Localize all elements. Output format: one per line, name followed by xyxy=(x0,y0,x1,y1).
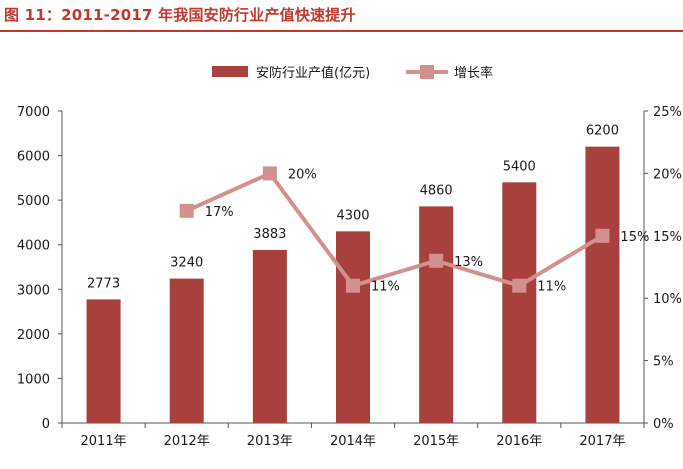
bar-data-label: 4300 xyxy=(336,208,369,223)
x-tick-label: 2015年 xyxy=(413,434,459,449)
growth-data-label: 13% xyxy=(454,255,483,270)
chart-title: 图 11：2011-2017 年我国安防行业产值快速提升 xyxy=(4,6,356,24)
bar-data-label: 5400 xyxy=(503,159,536,174)
growth-data-label: 17% xyxy=(205,205,234,220)
y-left-tick-label: 3000 xyxy=(17,283,50,298)
bar xyxy=(252,249,287,423)
bar-data-label: 6200 xyxy=(586,124,619,139)
growth-data-label: 15% xyxy=(620,230,649,245)
y-right-tick-label: 25% xyxy=(653,105,682,120)
y-right-tick-label: 20% xyxy=(653,167,682,182)
y-left-tick-label: 0 xyxy=(42,417,50,432)
bar xyxy=(336,231,370,423)
growth-marker xyxy=(179,203,194,218)
x-tick-label: 2013年 xyxy=(247,434,293,449)
x-tick-label: 2014年 xyxy=(330,434,376,449)
x-tick-label: 2011年 xyxy=(81,434,127,449)
y-right-tick-label: 15% xyxy=(653,230,682,245)
y-left-tick-label: 2000 xyxy=(17,328,50,343)
y-right-tick-label: 0% xyxy=(653,417,674,432)
title-rule xyxy=(0,30,683,32)
growth-marker xyxy=(429,253,444,268)
bar xyxy=(86,299,121,423)
bar xyxy=(169,278,204,423)
legend-bar-label: 安防行业产值(亿元) xyxy=(256,65,370,81)
bar-data-label: 2773 xyxy=(87,276,120,291)
y-right-tick-label: 5% xyxy=(653,355,674,370)
y-left-tick-label: 4000 xyxy=(17,239,50,254)
y-left-tick-label: 7000 xyxy=(17,105,50,120)
growth-marker xyxy=(512,278,527,293)
legend-line-label: 增长率 xyxy=(454,65,493,81)
x-tick-label: 2016年 xyxy=(496,434,542,449)
y-left-tick-label: 1000 xyxy=(17,372,50,387)
bar-data-label: 3240 xyxy=(170,256,203,271)
growth-data-label: 11% xyxy=(537,280,566,295)
x-tick-label: 2017年 xyxy=(579,434,625,449)
bar xyxy=(419,206,454,423)
x-tick-label: 2012年 xyxy=(164,434,210,449)
bar-data-label: 4860 xyxy=(420,183,453,198)
legend-bar-swatch xyxy=(212,66,248,77)
bar xyxy=(585,146,620,423)
legend-line-marker xyxy=(420,65,434,79)
y-right-tick-label: 10% xyxy=(653,292,682,307)
growth-marker xyxy=(262,166,277,181)
growth-data-label: 11% xyxy=(371,280,400,295)
growth-line xyxy=(185,171,604,288)
bar xyxy=(502,182,537,423)
growth-marker xyxy=(595,228,610,243)
y-left-tick-label: 6000 xyxy=(17,150,50,165)
growth-marker xyxy=(346,278,360,293)
growth-data-label: 20% xyxy=(288,167,317,182)
bar-data-label: 3883 xyxy=(253,227,286,242)
y-left-tick-label: 5000 xyxy=(17,194,50,209)
